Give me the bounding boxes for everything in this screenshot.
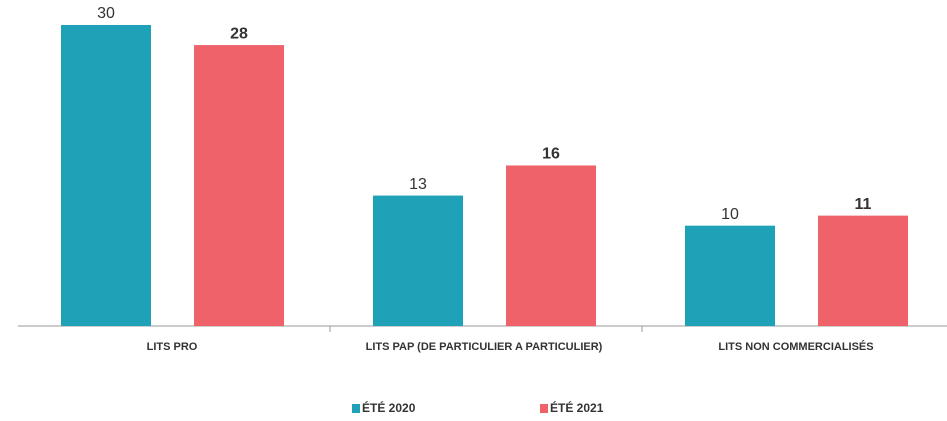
x-tick-label: LITS PRO — [147, 341, 198, 353]
bar — [61, 25, 151, 326]
bar — [373, 195, 463, 326]
legend-swatch — [352, 404, 360, 413]
data-label: 10 — [721, 206, 739, 223]
bar — [506, 165, 596, 326]
bar — [194, 45, 284, 327]
legend-swatch — [540, 404, 548, 413]
legend-label: ÉTÉ 2020 — [362, 400, 416, 415]
data-label: 28 — [230, 25, 248, 42]
bar — [818, 215, 908, 326]
legend-label: ÉTÉ 2021 — [550, 400, 604, 415]
x-tick-label: LITS NON COMMERCIALISÉS — [718, 340, 873, 353]
data-label: 11 — [855, 196, 872, 213]
data-label: 30 — [97, 5, 115, 22]
bar — [685, 225, 775, 326]
data-label: 16 — [542, 146, 560, 163]
x-tick-label: LITS PAP (DE PARTICULIER A PARTICULIER) — [366, 341, 603, 353]
data-label: 13 — [409, 176, 427, 193]
